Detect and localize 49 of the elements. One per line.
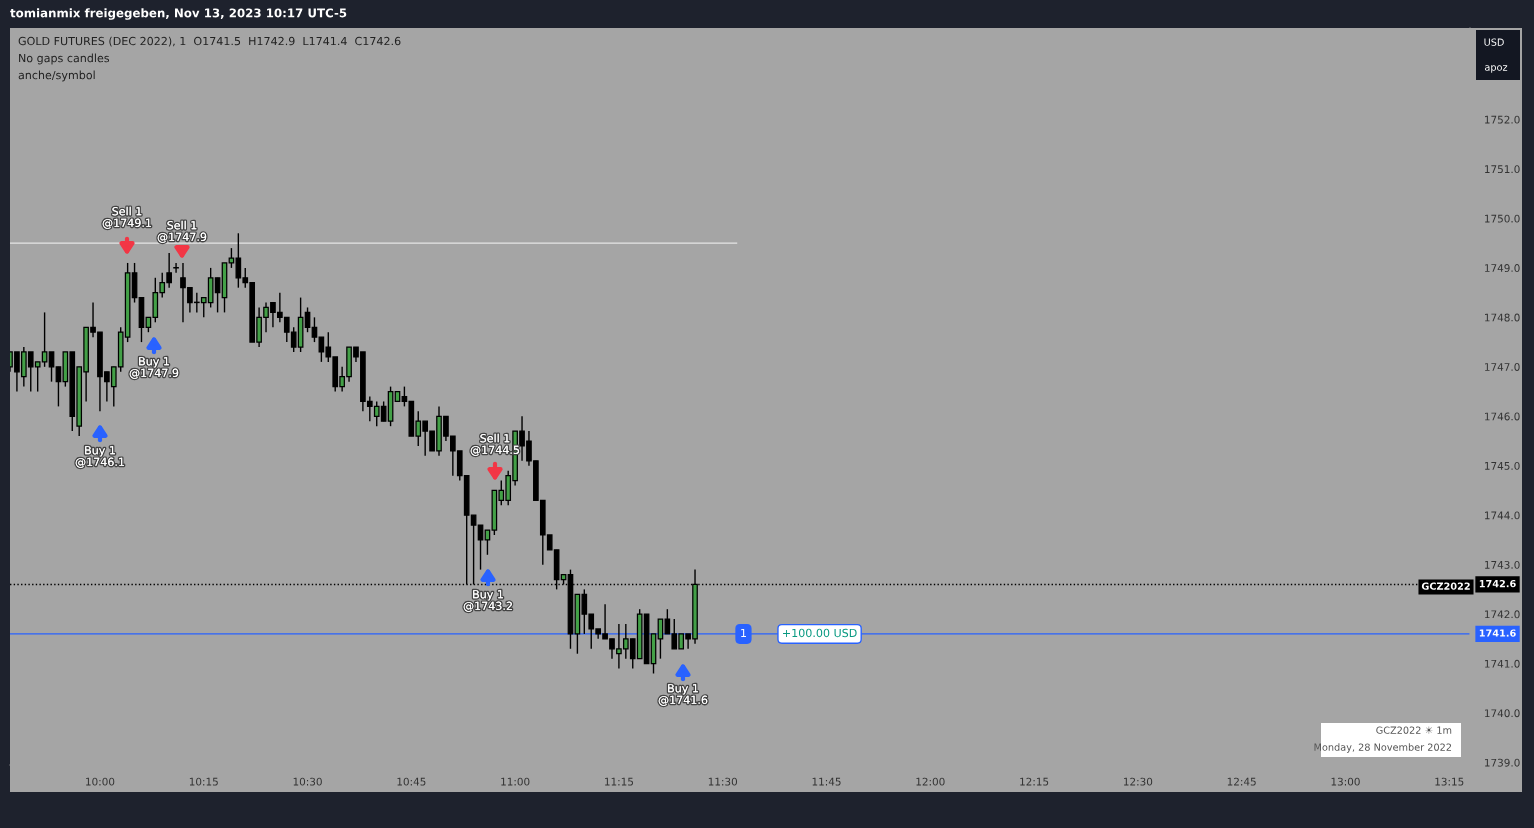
x-tick-label: 10:30 (293, 777, 322, 786)
x-tick-label: 12:45 (1227, 777, 1256, 786)
x-tick-label: 13:15 (1435, 777, 1464, 786)
y-tick-label: 1744.0 (1485, 511, 1520, 520)
annotation: Buy 1 @1746.1 (75, 446, 124, 468)
ref-line-label: 1742.6 (1479, 579, 1516, 588)
y-tick-label: 1743.0 (1485, 560, 1520, 569)
candlestick (477, 524, 484, 571)
ref-line-label: 1741.6 (1479, 629, 1516, 637)
y-tick-label: 1750.0 (1485, 214, 1520, 223)
x-tick-label: 12:00 (916, 777, 945, 786)
y-tick-label: 1741.0 (1485, 659, 1520, 668)
candlestick (173, 262, 179, 274)
y-tick-label: 1745.0 (1485, 461, 1520, 470)
annotation: Buy 1 @1743.2 (463, 590, 512, 612)
y-tick-label: 1749.0 (1485, 264, 1520, 272)
text: USD (1484, 38, 1504, 46)
x-tick-label: 11:45 (812, 777, 841, 786)
annotation: GCZ2022 (1421, 582, 1470, 590)
annotation: Buy 1 @1741.6 (658, 684, 708, 706)
annotation: GCZ2022 ☀ 1m (1376, 726, 1452, 734)
annotation: No gaps candles (19, 53, 110, 65)
x-tick-label: 12:30 (1124, 777, 1153, 786)
y-tick-label: 1748.0 (1485, 313, 1520, 322)
y-tick-label: 1751.0 (1485, 165, 1520, 174)
y-tick-label: 1746.0 (1485, 412, 1520, 421)
y-tick-label: 1747.0 (1485, 363, 1520, 371)
y-tick-label: 1752.0 (1485, 115, 1520, 124)
y-tick-label: 1739.0 (1485, 758, 1520, 767)
text: GOLD FUTURES (DEC 2022), 1 O1741.5 H1742.9 L1741.4 C1742.6 (18, 36, 401, 47)
annotation: Sell 1 @1747.9 (157, 220, 207, 243)
annotation: 1 (741, 628, 746, 637)
x-tick-label: 13:00 (1331, 777, 1360, 786)
x-tick-label: 11:00 (501, 777, 530, 786)
x-tick-label: 10:15 (189, 777, 218, 786)
text: apoz (1484, 65, 1508, 73)
x-tick-label: 10:45 (397, 777, 426, 786)
y-tick-label: 1742.0 (1485, 610, 1520, 619)
annotation: anche/symbol (18, 70, 95, 82)
annotation: Sell 1 @1749.1 (102, 206, 151, 229)
x-tick-label: 11:30 (708, 777, 738, 786)
annotation: Monday, 28 November 2022 (1314, 743, 1452, 753)
chart-title: tomianmix freigegeben, Nov 13, 2023 10:17 UTC-5 (10, 8, 347, 20)
annotation: +100.00 USD (783, 628, 857, 638)
x-tick-label: 10:00 (86, 777, 115, 786)
x-tick-label: 11:15 (605, 777, 634, 786)
x-tick-label: 12:15 (1020, 777, 1049, 786)
y-tick-label: 1740.0 (1485, 709, 1520, 718)
annotation: Buy 1 @1747.9 (129, 357, 179, 379)
